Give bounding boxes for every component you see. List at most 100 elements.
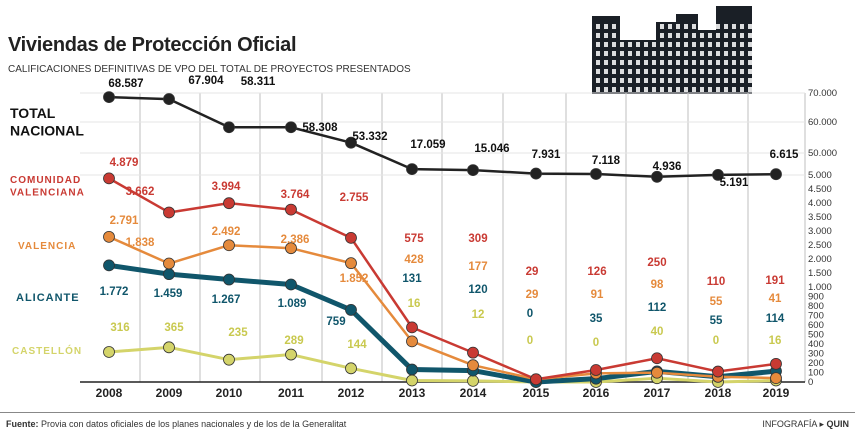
- data-point: [406, 321, 418, 334]
- building-window: [740, 24, 744, 29]
- building-window: [612, 42, 616, 47]
- data-label: 112: [648, 302, 667, 314]
- chart-subtitle: CALIFICACIONES DEFINITIVAS DE VPO DEL TO…: [8, 64, 411, 75]
- data-point: [651, 366, 663, 379]
- legend-label: TOTAL: [10, 105, 56, 121]
- building-window: [708, 87, 712, 92]
- data-label: 67.904: [188, 75, 224, 87]
- y-tick-label: 3.500: [808, 212, 832, 223]
- building-window: [628, 33, 632, 38]
- building-window: [748, 51, 752, 56]
- building-window: [612, 60, 616, 65]
- data-point: [285, 278, 297, 291]
- data-point: [651, 352, 663, 365]
- data-label: 55: [710, 296, 723, 308]
- building-window: [724, 78, 728, 83]
- building-window: [660, 69, 664, 74]
- legend-label: COMUNIDAD: [10, 175, 81, 186]
- building-window: [692, 69, 696, 74]
- x-tick-label: 2009: [156, 386, 183, 400]
- data-label: 126: [587, 266, 606, 278]
- data-label: 309: [468, 233, 487, 245]
- building-window: [700, 78, 704, 83]
- building-window: [636, 78, 640, 83]
- building-window: [636, 24, 640, 29]
- data-label: 15.046: [474, 143, 509, 155]
- data-point: [406, 374, 418, 387]
- series-line: [108, 345, 777, 384]
- building-window: [708, 24, 712, 29]
- building-window: [684, 78, 688, 83]
- building-window: [652, 78, 656, 83]
- building-window: [628, 51, 632, 56]
- y-tick-label: 900: [808, 292, 824, 303]
- building-block: [696, 30, 718, 94]
- building-window: [716, 87, 720, 92]
- building-window: [724, 24, 728, 29]
- data-label: 1.089: [278, 298, 307, 310]
- x-tick-label: 2017: [644, 386, 671, 400]
- building-window: [748, 33, 752, 38]
- building-window: [620, 60, 624, 65]
- building-window: [660, 24, 664, 29]
- building-window: [620, 87, 624, 92]
- data-label: 428: [404, 254, 424, 266]
- building-window: [604, 33, 608, 38]
- building-window: [668, 24, 672, 29]
- building-window: [660, 51, 664, 56]
- building-window: [628, 60, 632, 65]
- building-window: [596, 69, 600, 74]
- building-window: [692, 33, 696, 38]
- data-label: 16: [408, 298, 421, 310]
- x-tick-label: 2008: [96, 386, 123, 400]
- building-window: [676, 60, 680, 65]
- data-label: 3.994: [212, 181, 241, 193]
- building-window: [716, 60, 720, 65]
- building-window: [716, 33, 720, 38]
- series-line: [108, 95, 777, 179]
- building-window: [668, 78, 672, 83]
- building-window: [636, 33, 640, 38]
- building-window: [652, 87, 656, 92]
- building-window: [620, 24, 624, 29]
- y-tick-label: 600: [808, 320, 824, 331]
- building-window: [748, 78, 752, 83]
- y-tick-label: 2.000: [808, 254, 832, 265]
- building-window: [668, 87, 672, 92]
- building-window: [628, 69, 632, 74]
- building-window: [668, 60, 672, 65]
- building-window: [596, 33, 600, 38]
- data-point: [223, 353, 235, 366]
- building-window: [652, 33, 656, 38]
- building-window: [612, 78, 616, 83]
- y-tick-label: 1.000: [808, 282, 832, 293]
- data-label: 1.852: [340, 273, 369, 285]
- building-window: [684, 51, 688, 56]
- series-lines: [103, 91, 782, 388]
- data-point: [345, 303, 357, 316]
- building-window: [596, 51, 600, 56]
- data-label: 759: [326, 316, 345, 328]
- building-window: [700, 69, 704, 74]
- data-point: [345, 136, 357, 149]
- building-block: [618, 40, 658, 94]
- building-window: [708, 33, 712, 38]
- x-tick-label: 2018: [705, 386, 732, 400]
- data-label: 4.936: [653, 161, 682, 173]
- data-point: [467, 359, 479, 372]
- building-window: [636, 87, 640, 92]
- building-window: [748, 60, 752, 65]
- data-labels: 68.587 67.904 58.311 58.308 53.332 17.059 15.0…: [100, 75, 799, 351]
- data-label: 4.879: [110, 157, 139, 169]
- data-point: [103, 91, 115, 103]
- series-legend: TOTAL NACIONAL COMUNIDAD VALENCIANA VALENCIA…: [10, 105, 84, 357]
- data-label: 365: [164, 322, 184, 334]
- building-window: [692, 78, 696, 83]
- x-axis-ticks: 2008 2009 2010 2011 2012 2013 2014 2015 2016 2017…: [96, 386, 790, 400]
- x-tick-label: 2011: [278, 386, 304, 400]
- building-window: [684, 69, 688, 74]
- data-point: [103, 346, 115, 358]
- data-point: [770, 357, 782, 370]
- data-label: 131: [402, 273, 422, 285]
- building-window: [684, 33, 688, 38]
